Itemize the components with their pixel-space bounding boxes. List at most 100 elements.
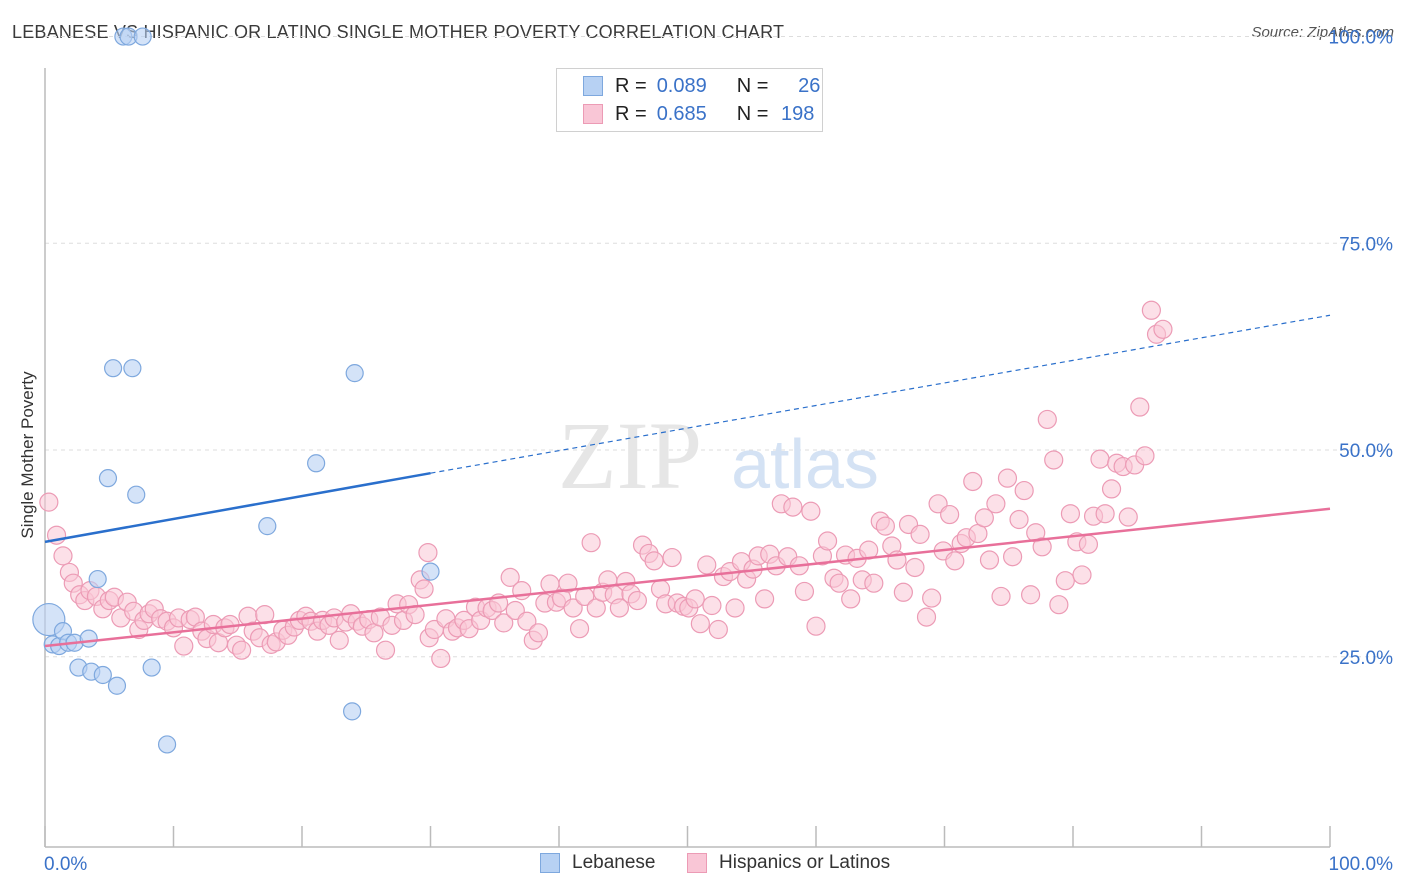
lebanese-point (343, 702, 362, 721)
hispanic-point (627, 590, 647, 611)
legend-n-value: 26 (798, 74, 821, 97)
hispanic-point (1090, 449, 1110, 469)
lebanese-point (93, 665, 112, 685)
hispanic-point (500, 567, 520, 587)
hispanic-point (1153, 319, 1173, 339)
x-tick-label: 0.0% (44, 854, 87, 875)
lebanese-point (104, 359, 123, 378)
lebanese-trend-extension (430, 314, 1331, 474)
legend-r-label: R = (615, 74, 647, 97)
hispanic-point (1032, 537, 1052, 557)
hispanic-point (174, 636, 194, 656)
hispanic-point (1101, 479, 1122, 499)
hispanic-point (979, 550, 1000, 570)
hispanic-point (1060, 504, 1081, 524)
bottom-legend-lebanese: Lebanese (540, 852, 655, 874)
lebanese-point (421, 562, 440, 581)
lebanese-point (123, 359, 142, 378)
hispanic-point (1055, 571, 1075, 591)
hispanic-point (864, 573, 884, 593)
hispanic-point (1049, 595, 1069, 615)
hispanic-point (528, 623, 549, 643)
hispanic-point (940, 504, 960, 525)
hispanic-point (1009, 509, 1029, 530)
hispanic-point (609, 598, 629, 618)
grid-lines (45, 36, 1392, 658)
hispanic-point (702, 595, 722, 616)
lebanese-point (133, 27, 152, 46)
lebanese-point (142, 658, 161, 677)
bottom-swatch-hispanic (687, 853, 707, 873)
hispanic-point (783, 497, 803, 517)
legend-r-value: 0.089 (656, 74, 707, 97)
hispanic-point (569, 619, 590, 639)
hispanic-point (329, 630, 349, 650)
y-axis-label: Single Mother Poverty (18, 371, 37, 539)
hispanic-point (875, 516, 895, 536)
hispanic-point (708, 619, 728, 640)
hispanic-point (893, 582, 913, 602)
lebanese-point (107, 676, 127, 695)
hispanic-point (1078, 534, 1099, 554)
x-tick-labels: 0.0% 100.0% (44, 854, 1393, 875)
hispanic-point (945, 551, 965, 571)
hispanic-point (53, 546, 73, 566)
hispanic-point (581, 533, 601, 553)
hispanic-point (431, 648, 451, 669)
hispanic-point (558, 573, 578, 593)
legend-n-label: N = (736, 102, 769, 125)
legend-row-hispanic: R = 0.685 N = 198 (583, 101, 814, 127)
hispanic-points (39, 300, 1173, 669)
y-tick-label: 75.0% (1339, 234, 1393, 255)
watermark: ZIP atlas (558, 402, 879, 509)
hispanic-point (1135, 446, 1155, 466)
hispanic-point (997, 468, 1018, 488)
hispanic-point (1095, 504, 1115, 524)
legend-n-label: N = (736, 74, 769, 97)
axes (44, 68, 1331, 848)
hispanic-point (986, 494, 1006, 514)
watermark-atlas: atlas (731, 425, 879, 503)
hispanic-point (1072, 565, 1092, 585)
hispanic-point (1037, 409, 1057, 430)
legend-swatch-lebanese (583, 76, 603, 96)
hispanic-point (1130, 397, 1150, 417)
hispanic-point (991, 586, 1011, 607)
hispanic-point (829, 573, 849, 593)
hispanic-point (418, 542, 438, 563)
bottom-legend-hispanic: Hispanics or Latinos (687, 852, 890, 874)
hispanic-point (974, 508, 994, 528)
hispanic-point (39, 492, 59, 512)
hispanic-point (922, 588, 942, 608)
lebanese-trend-line (44, 471, 431, 544)
watermark-zip: ZIP (558, 402, 702, 509)
bottom-label-lebanese: Lebanese (572, 852, 656, 873)
lebanese-point (127, 485, 146, 504)
y-tick-label: 50.0% (1339, 441, 1393, 462)
hispanic-point (725, 598, 745, 618)
hispanic-point (817, 531, 838, 551)
bottom-label-hispanic: Hispanics or Latinos (719, 852, 891, 873)
lebanese-point (98, 469, 118, 488)
hispanic-point (1141, 300, 1161, 320)
hispanic-point (690, 614, 710, 634)
hispanic-point (801, 501, 821, 521)
lebanese-points (32, 27, 440, 754)
hispanic-point (563, 598, 583, 618)
legend-row-lebanese: R = 0.089 N = 26 (583, 73, 820, 99)
hispanic-point (517, 611, 537, 631)
hispanic-point (1014, 480, 1034, 501)
bottom-swatch-lebanese (540, 853, 560, 873)
hispanic-point (685, 589, 705, 609)
hispanic-point (1020, 585, 1041, 605)
lebanese-point (157, 735, 177, 754)
x-tick-label: 100.0% (1329, 854, 1394, 875)
trend-lines (44, 314, 1331, 648)
lebanese-point (258, 517, 277, 536)
lebanese-point (88, 569, 107, 589)
hispanic-point (662, 547, 682, 568)
hispanic-point (794, 581, 815, 602)
legend-n-value: 198 (781, 102, 815, 125)
legend: R = 0.089 N = 26 R = 0.685 N = 198 (556, 68, 823, 132)
